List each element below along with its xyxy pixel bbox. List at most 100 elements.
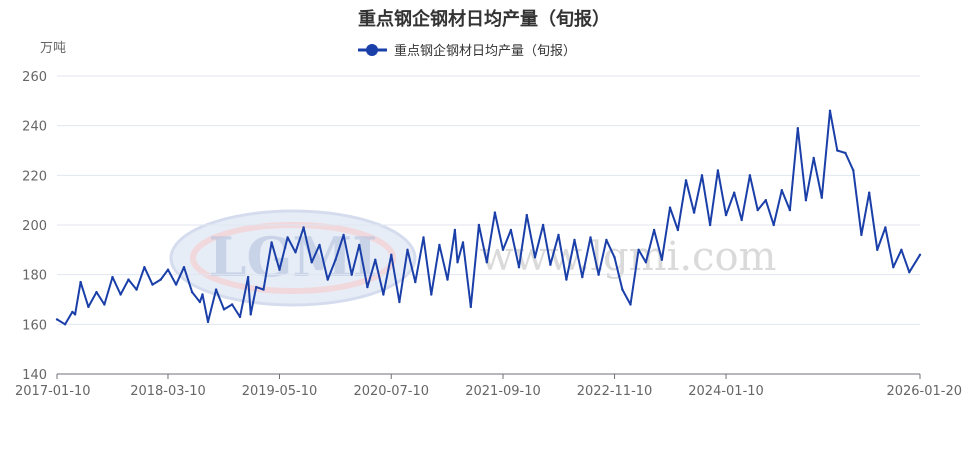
data-point[interactable] <box>358 243 361 247</box>
data-point[interactable] <box>852 169 855 172</box>
data-point[interactable] <box>63 323 67 326</box>
data-point[interactable] <box>684 179 688 182</box>
data-point[interactable] <box>724 213 728 217</box>
data-point[interactable] <box>438 243 441 247</box>
data-point[interactable] <box>166 268 170 271</box>
data-point[interactable] <box>222 308 226 311</box>
data-point[interactable] <box>772 223 775 227</box>
data-point[interactable] <box>573 238 576 242</box>
data-point[interactable] <box>214 288 218 291</box>
data-point[interactable] <box>414 280 417 284</box>
data-point[interactable] <box>621 288 624 291</box>
data-point[interactable] <box>565 278 568 281</box>
data-point[interactable] <box>876 248 879 251</box>
data-point[interactable] <box>461 241 465 244</box>
data-point[interactable] <box>493 211 497 214</box>
data-point[interactable] <box>374 258 377 261</box>
data-point[interactable] <box>262 288 265 291</box>
data-point[interactable] <box>517 266 521 269</box>
data-point[interactable] <box>406 248 409 251</box>
data-point[interactable] <box>900 248 903 251</box>
data-point[interactable] <box>456 261 459 264</box>
data-point[interactable] <box>820 196 823 199</box>
data-point[interactable] <box>868 191 871 194</box>
data-point[interactable] <box>390 253 393 256</box>
data-point[interactable] <box>55 318 59 321</box>
data-point[interactable] <box>660 258 664 261</box>
data-point[interactable] <box>350 273 353 276</box>
data-point[interactable] <box>87 305 90 309</box>
data-point[interactable] <box>918 253 922 256</box>
data-point[interactable] <box>270 241 273 244</box>
data-point[interactable] <box>780 189 783 192</box>
data-point[interactable] <box>629 303 632 306</box>
data-point[interactable] <box>453 228 457 232</box>
data-point[interactable] <box>804 199 808 202</box>
data-point[interactable] <box>692 211 696 214</box>
data-point[interactable] <box>318 243 321 247</box>
data-point[interactable] <box>310 261 313 264</box>
data-point[interactable] <box>334 258 337 261</box>
data-point[interactable] <box>95 290 98 294</box>
data-point[interactable] <box>644 261 648 264</box>
data-point[interactable] <box>151 283 154 286</box>
data-point[interactable] <box>201 293 204 296</box>
data-point[interactable] <box>828 109 832 113</box>
data-point[interactable] <box>533 256 537 259</box>
data-point[interactable] <box>637 248 640 251</box>
data-point[interactable] <box>908 271 911 274</box>
data-point[interactable] <box>477 223 481 227</box>
data-point[interactable] <box>836 149 839 152</box>
data-point[interactable] <box>366 285 369 289</box>
data-point[interactable] <box>668 206 672 209</box>
data-point[interactable] <box>700 174 704 177</box>
data-point[interactable] <box>525 213 528 217</box>
data-point[interactable] <box>398 300 401 304</box>
data-point[interactable] <box>485 261 488 264</box>
data-point[interactable] <box>294 251 297 254</box>
data-point[interactable] <box>764 199 767 202</box>
data-point[interactable] <box>541 223 545 227</box>
data-point[interactable] <box>581 275 584 279</box>
data-point[interactable] <box>174 283 178 286</box>
data-point[interactable] <box>278 268 281 271</box>
data-point[interactable] <box>246 275 250 279</box>
data-point[interactable] <box>206 320 210 324</box>
data-point[interactable] <box>73 313 77 316</box>
data-point[interactable] <box>716 169 720 172</box>
data-point[interactable] <box>111 275 114 279</box>
data-point[interactable] <box>469 305 472 309</box>
data-point[interactable] <box>342 233 345 237</box>
data-point[interactable] <box>509 228 513 232</box>
data-point[interactable] <box>302 226 305 229</box>
data-point[interactable] <box>119 293 122 296</box>
data-point[interactable] <box>796 127 799 130</box>
data-point[interactable] <box>788 208 792 212</box>
data-point[interactable] <box>135 288 138 291</box>
legend[interactable]: 重点钢企钢材日均产量（旬报） <box>358 43 576 59</box>
data-point[interactable] <box>860 233 863 237</box>
data-point[interactable] <box>143 266 146 269</box>
data-point[interactable] <box>557 233 560 237</box>
data-point[interactable] <box>238 315 242 319</box>
data-point[interactable] <box>71 310 74 314</box>
data-point[interactable] <box>812 156 815 160</box>
data-point[interactable] <box>844 151 847 155</box>
data-point[interactable] <box>676 228 680 232</box>
data-point[interactable] <box>382 293 385 296</box>
data-point[interactable] <box>892 266 895 269</box>
data-point[interactable] <box>430 293 433 296</box>
data-point[interactable] <box>884 226 887 229</box>
data-point[interactable] <box>255 285 258 289</box>
data-point[interactable] <box>613 256 616 259</box>
data-point[interactable] <box>103 303 106 306</box>
data-point[interactable] <box>652 228 656 232</box>
data-point[interactable] <box>198 300 202 304</box>
data-point[interactable] <box>326 278 329 281</box>
data-point[interactable] <box>740 218 743 222</box>
data-point[interactable] <box>597 273 600 276</box>
data-point[interactable] <box>501 248 505 251</box>
data-point[interactable] <box>422 236 425 239</box>
data-point[interactable] <box>589 236 592 239</box>
data-point[interactable] <box>733 191 736 194</box>
